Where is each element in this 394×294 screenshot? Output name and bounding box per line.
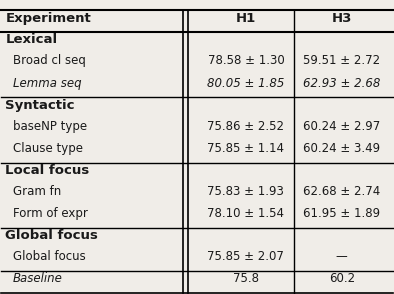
Text: 60.2: 60.2 bbox=[329, 272, 355, 285]
Text: 80.05 ± 1.85: 80.05 ± 1.85 bbox=[207, 76, 284, 90]
Text: Broad cl seq: Broad cl seq bbox=[13, 54, 86, 67]
Text: Gram fn: Gram fn bbox=[13, 185, 61, 198]
Text: Experiment: Experiment bbox=[5, 11, 91, 25]
Text: 60.24 ± 2.97: 60.24 ± 2.97 bbox=[303, 120, 380, 133]
Text: 75.85 ± 2.07: 75.85 ± 2.07 bbox=[208, 250, 284, 263]
Text: 75.86 ± 2.52: 75.86 ± 2.52 bbox=[207, 120, 284, 133]
Text: Local focus: Local focus bbox=[5, 164, 89, 177]
Text: H3: H3 bbox=[332, 11, 352, 25]
Text: Global focus: Global focus bbox=[13, 250, 86, 263]
Text: 78.10 ± 1.54: 78.10 ± 1.54 bbox=[207, 207, 284, 220]
Text: Form of expr: Form of expr bbox=[13, 207, 88, 220]
Text: 78.58 ± 1.30: 78.58 ± 1.30 bbox=[208, 54, 284, 67]
Text: —: — bbox=[336, 250, 348, 263]
Text: Lemma seq: Lemma seq bbox=[13, 76, 82, 90]
Text: Syntactic: Syntactic bbox=[5, 99, 75, 112]
Text: Baseline: Baseline bbox=[13, 272, 63, 285]
Text: 75.83 ± 1.93: 75.83 ± 1.93 bbox=[208, 185, 284, 198]
Text: 59.51 ± 2.72: 59.51 ± 2.72 bbox=[303, 54, 380, 67]
Text: 61.95 ± 1.89: 61.95 ± 1.89 bbox=[303, 207, 380, 220]
Text: H1: H1 bbox=[236, 11, 256, 25]
Text: 75.85 ± 1.14: 75.85 ± 1.14 bbox=[207, 142, 284, 155]
Text: 60.24 ± 3.49: 60.24 ± 3.49 bbox=[303, 142, 380, 155]
Text: 62.93 ± 2.68: 62.93 ± 2.68 bbox=[303, 76, 381, 90]
Text: 75.8: 75.8 bbox=[233, 272, 259, 285]
Text: 62.68 ± 2.74: 62.68 ± 2.74 bbox=[303, 185, 380, 198]
Text: Clause type: Clause type bbox=[13, 142, 83, 155]
Text: Global focus: Global focus bbox=[5, 229, 98, 242]
Text: Lexical: Lexical bbox=[5, 34, 58, 46]
Text: baseNP type: baseNP type bbox=[13, 120, 87, 133]
